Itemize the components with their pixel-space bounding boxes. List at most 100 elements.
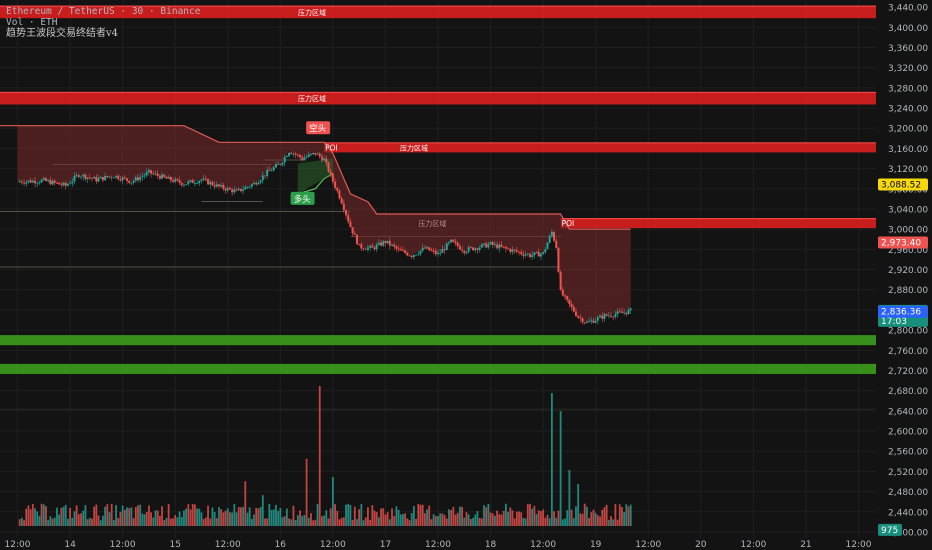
volume-bar	[522, 517, 525, 526]
candle	[250, 184, 253, 187]
volume-bar	[126, 507, 128, 526]
candle	[320, 156, 323, 161]
y-tick-label: 2,760.00	[888, 347, 928, 357]
volume-bar	[487, 503, 490, 526]
candle	[450, 239, 453, 243]
signal-short-badge	[306, 121, 331, 135]
volume-bar	[356, 519, 358, 526]
volume-bar	[566, 510, 569, 526]
y-tick-label: 3,200.00	[888, 125, 928, 135]
volume-bar	[402, 514, 404, 526]
volume-bar	[428, 505, 431, 526]
volume-bar	[483, 505, 485, 526]
x-tick-label: 12:00	[5, 540, 31, 550]
candle	[482, 243, 485, 245]
candle	[158, 175, 161, 179]
volume-bar	[112, 520, 115, 526]
candle	[461, 249, 464, 251]
y-tick-label: 3,040.00	[888, 205, 928, 215]
candle	[329, 171, 332, 174]
volume-bar	[616, 519, 619, 526]
volume-bar	[268, 503, 271, 526]
y-tick-label: 2,440.00	[888, 508, 928, 518]
candle	[391, 244, 394, 246]
candle	[312, 152, 315, 154]
candle	[299, 155, 302, 158]
candle	[351, 227, 354, 234]
volume-bar	[237, 507, 240, 526]
candle	[338, 190, 341, 199]
candle	[305, 156, 308, 158]
volume-bar	[45, 506, 47, 526]
volume-bar	[285, 508, 288, 526]
candle	[167, 176, 170, 179]
candle	[213, 185, 216, 187]
candle	[182, 184, 185, 186]
candle	[544, 249, 547, 253]
candle	[452, 239, 455, 242]
y-tick-label: 2,560.00	[888, 448, 928, 458]
volume-bar	[338, 519, 341, 526]
candle	[476, 248, 479, 250]
candle	[259, 180, 262, 183]
price-tag-value: 975	[881, 526, 898, 536]
volume-bar	[540, 511, 542, 526]
resistance-zone-edge	[324, 142, 876, 144]
candle	[301, 157, 304, 160]
candle	[119, 179, 122, 181]
volume-bar	[321, 516, 323, 526]
volume-bar	[106, 504, 109, 526]
volume-bar	[198, 508, 201, 526]
candle	[557, 248, 560, 272]
volume-bar	[500, 514, 503, 526]
y-tick-label: 3,360.00	[888, 44, 928, 54]
volume-bar	[248, 507, 251, 526]
candle	[511, 249, 514, 252]
candle	[430, 250, 433, 252]
volume-bar	[266, 518, 269, 526]
candle	[566, 296, 569, 300]
volume-bar	[187, 504, 190, 526]
volume-bar	[259, 507, 262, 526]
candle	[393, 244, 396, 247]
volume-bar	[91, 518, 93, 526]
candle	[123, 177, 126, 179]
volume-bar	[172, 518, 174, 526]
volume-bar	[526, 504, 529, 526]
candle	[579, 317, 582, 319]
candle	[603, 314, 606, 319]
x-tick-label: 17	[380, 540, 391, 550]
candle	[82, 174, 85, 177]
y-tick-label: 3,000.00	[888, 226, 928, 236]
volume-bar	[583, 503, 586, 526]
candle	[513, 249, 516, 251]
candle	[509, 249, 512, 252]
candle	[572, 306, 575, 312]
volume-bar	[21, 517, 23, 526]
candle	[507, 248, 510, 250]
price-tag	[878, 178, 928, 191]
candle	[196, 183, 199, 184]
volume-bar	[548, 518, 551, 526]
volume-bar	[430, 519, 433, 526]
candle	[261, 175, 264, 181]
candle	[360, 244, 363, 249]
y-tick-label: 2,720.00	[888, 367, 928, 377]
x-tick-label: 12:00	[635, 540, 661, 550]
candle	[126, 178, 129, 181]
volume-bar	[561, 519, 564, 526]
volume-bar	[60, 507, 63, 526]
candle	[165, 177, 168, 179]
volume-bar	[336, 510, 339, 526]
volume-bar	[49, 516, 52, 526]
x-tick-label: 19	[590, 540, 602, 550]
price-tag-value: 3,088.52	[881, 180, 921, 190]
volume-bar	[235, 512, 238, 526]
indicator-name: 趋势王波段交易终结者v4	[6, 28, 119, 39]
signal-long-label: 多头	[294, 194, 312, 205]
candle	[463, 250, 466, 253]
resistance-zone-edge	[0, 5, 876, 7]
volume-bar	[56, 507, 58, 526]
volume-bar	[180, 517, 183, 526]
